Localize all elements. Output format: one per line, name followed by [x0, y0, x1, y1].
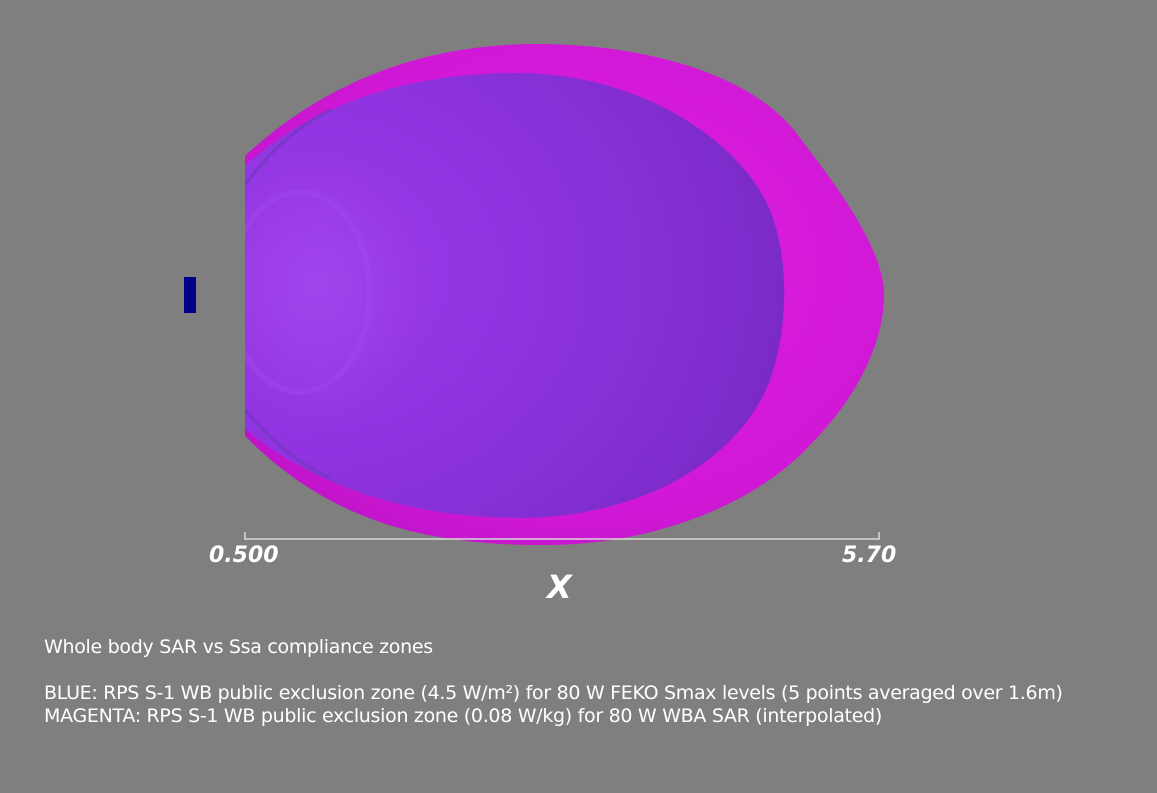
near-field-ripple: [245, 189, 373, 395]
near-field-core: [245, 150, 430, 430]
x-axis-max-label: 5.70: [842, 543, 897, 568]
blue-zone-rim-lower: [245, 409, 331, 480]
x-axis-title: X: [547, 568, 572, 606]
x-axis-min-label: 0.500: [209, 543, 279, 568]
blue-zone-rim: [245, 108, 331, 186]
legend-blue-zone: BLUE: RPS S-1 WB public exclusion zone (…: [44, 682, 1063, 704]
caption-title: Whole body SAR vs Ssa compliance zones: [44, 636, 433, 658]
legend-magenta-zone: MAGENTA: RPS S-1 WB public exclusion zon…: [44, 705, 882, 727]
antenna-marker: [184, 277, 196, 313]
